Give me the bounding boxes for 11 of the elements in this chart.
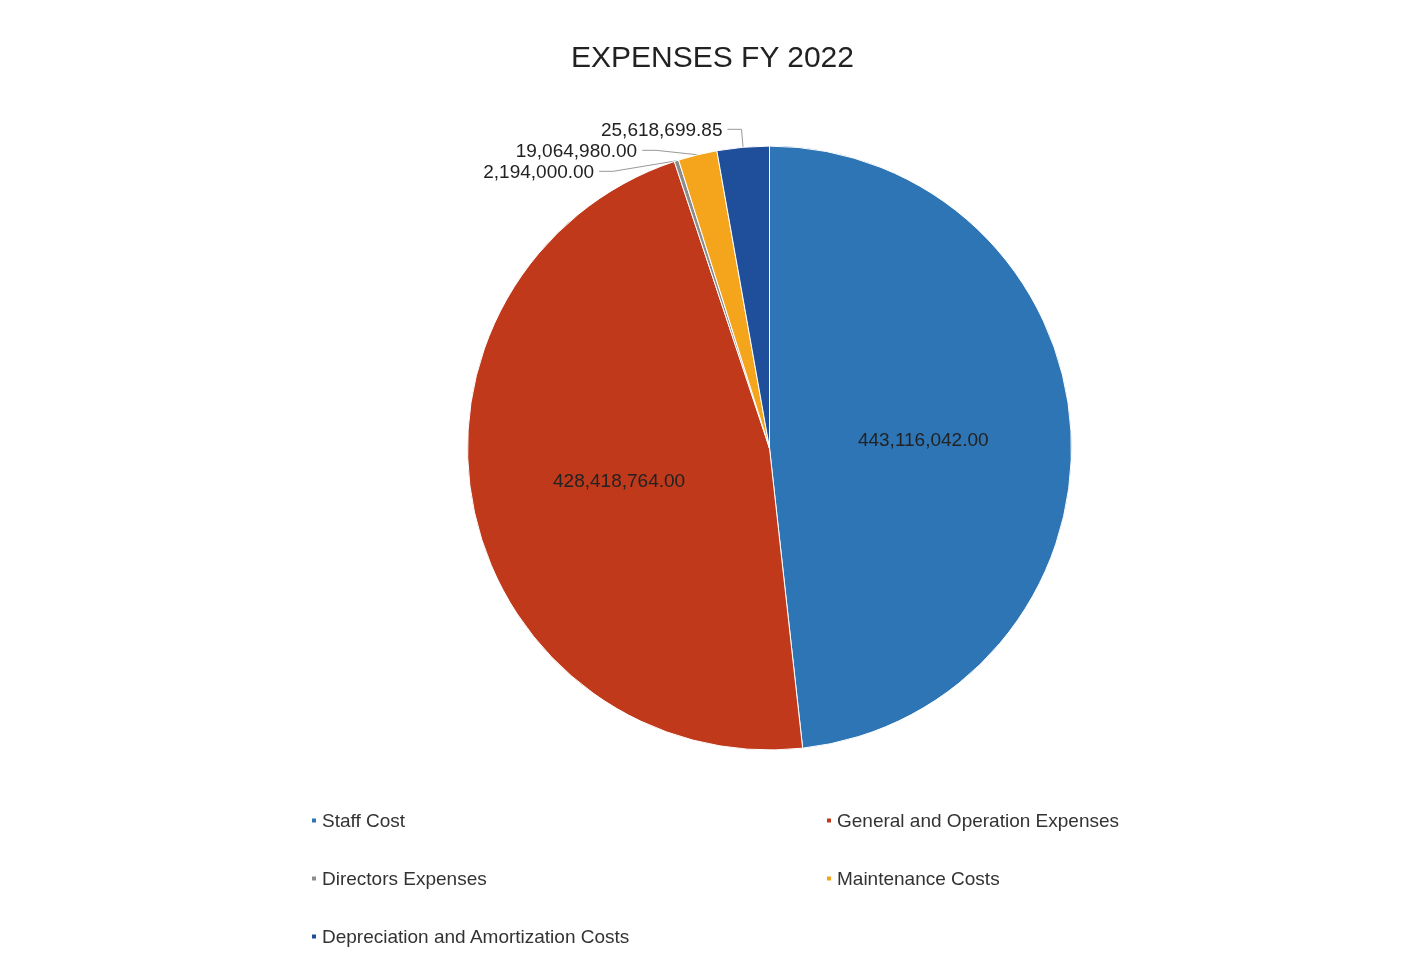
data-label: 428,418,764.00 <box>553 470 686 492</box>
legend-label: Directors Expenses <box>322 868 487 889</box>
legend-label: General and Operation Expenses <box>837 810 1120 831</box>
data-label: 443,116,042.00 <box>857 429 989 451</box>
data-label: 19,064,980.00 <box>515 139 638 161</box>
legend-label: Maintenance Costs <box>837 868 1000 889</box>
data-label: 2,194,000.00 <box>483 160 595 182</box>
legend-label: Depreciation and Amortization Costs <box>322 926 630 947</box>
data-label: 25,618,699.85 <box>600 118 723 140</box>
legend-label: Staff Cost <box>322 810 406 831</box>
chart-title: EXPENSES FY 2022 <box>571 39 854 73</box>
